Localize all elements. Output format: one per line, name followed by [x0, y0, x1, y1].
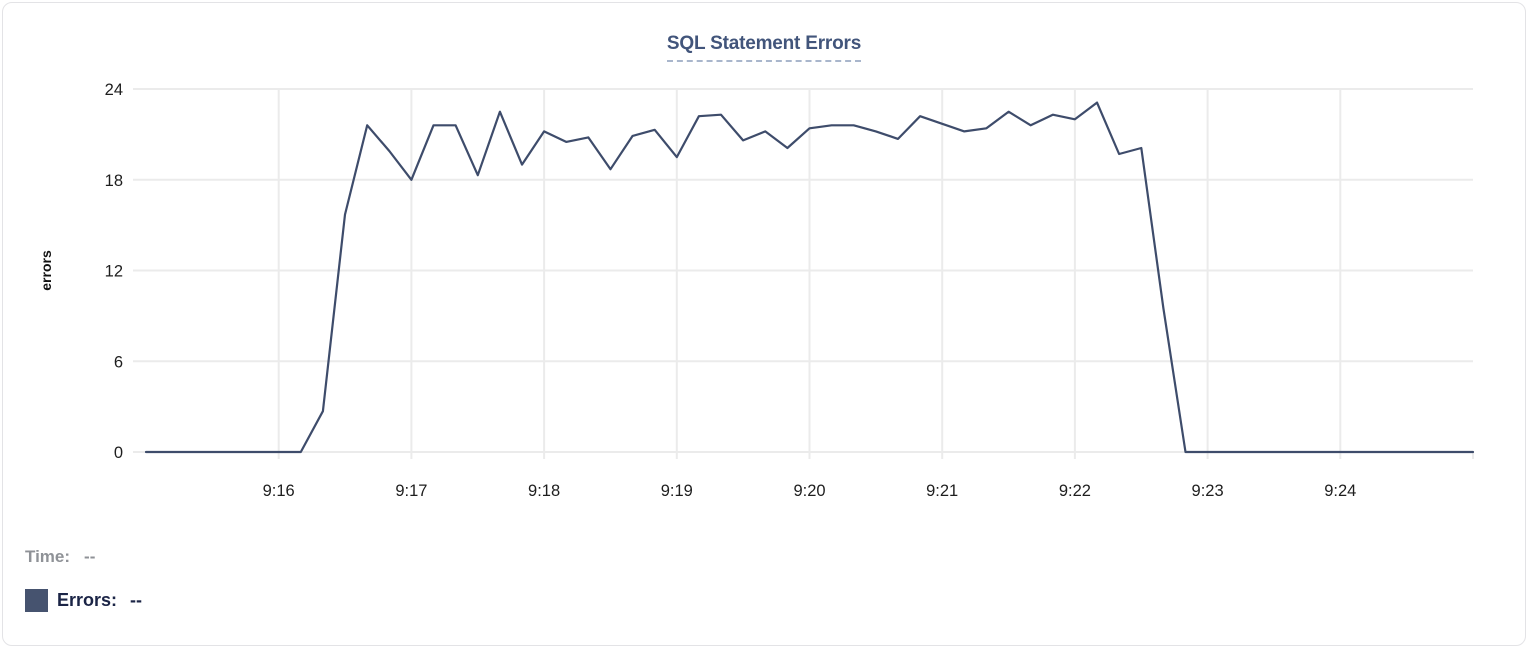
errors-value: -- [130, 590, 143, 610]
y-tick-label: 18 [105, 172, 123, 190]
x-tick-label: 9:21 [926, 482, 958, 500]
x-tick-label: 9:20 [793, 482, 825, 500]
errors-label: Errors: [57, 590, 118, 610]
x-tick-label: 9:17 [395, 482, 427, 500]
y-tick-label: 24 [105, 81, 123, 99]
x-tick-label: 9:24 [1324, 482, 1356, 500]
x-tick-label: 9:22 [1059, 482, 1091, 500]
y-tick-label: 0 [114, 444, 123, 462]
tooltip-time-row: Time: -- [25, 547, 95, 567]
x-tick-label: 9:23 [1192, 482, 1224, 500]
tooltip-errors-row: Errors: -- [25, 589, 142, 612]
y-axis-title: errors [38, 250, 54, 291]
legend-swatch [25, 589, 48, 612]
y-tick-label: 12 [105, 263, 123, 281]
chart-plot-area[interactable]: 0 6 12 18 24 9:16 9:17 9:18 9:19 9:20 9:21 9:22 9:23… [3, 3, 1528, 515]
x-tick-label: 9:19 [661, 482, 693, 500]
chart-title[interactable]: SQL Statement Errors [666, 33, 861, 62]
time-value: -- [84, 547, 96, 566]
time-label: Time: [25, 547, 71, 566]
errors-line[interactable] [144, 101, 1475, 454]
x-tick-label: 9:18 [528, 482, 560, 500]
chart-header: SQL Statement Errors [3, 33, 1525, 62]
y-tick-label: 6 [114, 353, 123, 371]
x-tick-label: 9:16 [263, 482, 295, 500]
